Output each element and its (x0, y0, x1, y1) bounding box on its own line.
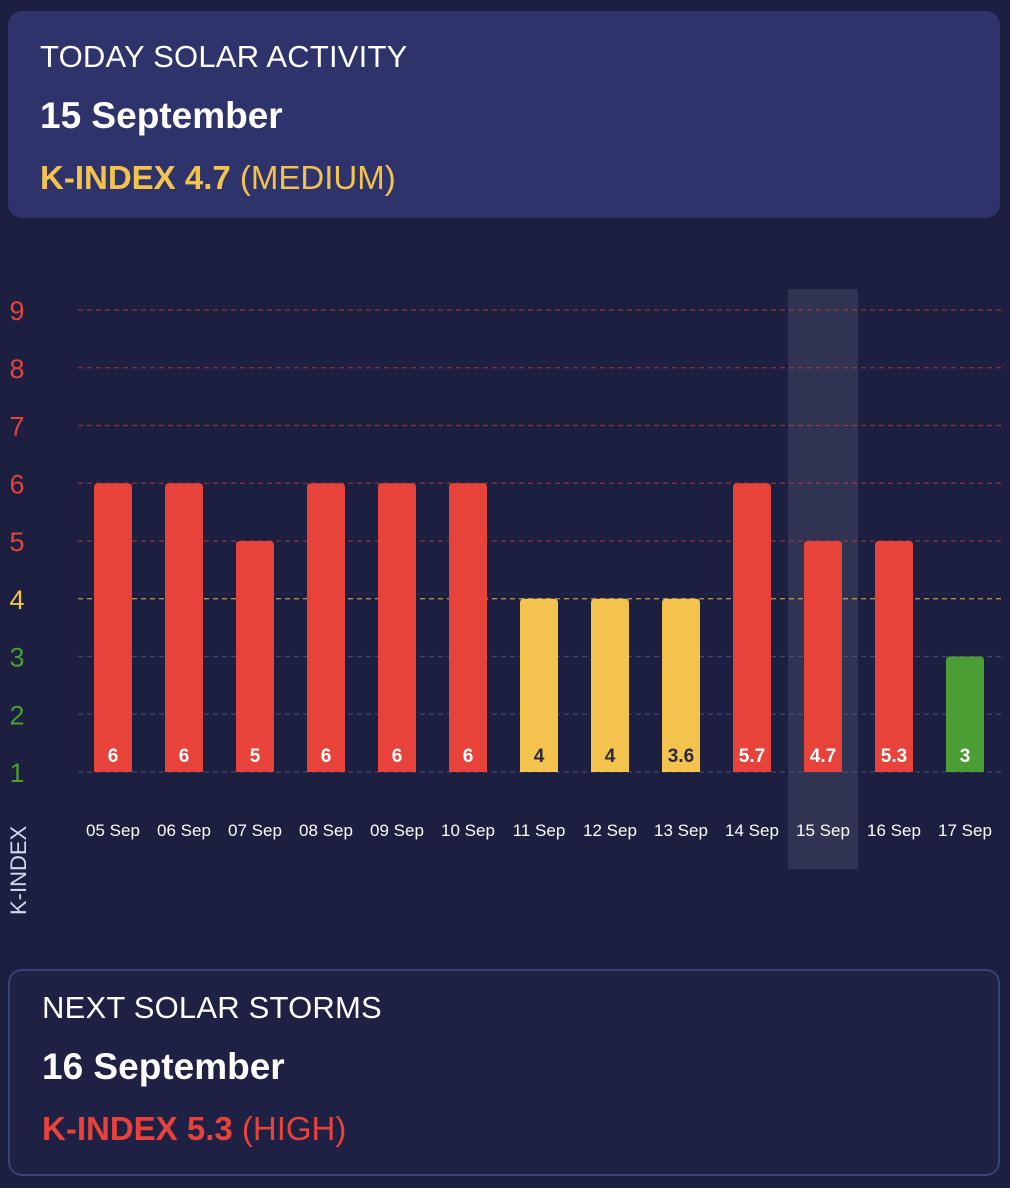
next-heading: NEXT SOLAR STORMS (42, 990, 382, 1025)
x-tick-label: 16 Sep (867, 821, 921, 840)
bar-value-label: 5 (250, 746, 261, 767)
x-tick-label: 10 Sep (441, 821, 495, 840)
bar (520, 598, 558, 772)
y-tick-label: 7 (9, 412, 24, 442)
bar-value-label: 6 (321, 746, 332, 767)
x-tick-label: 05 Sep (86, 821, 140, 840)
next-kindex-line: K-INDEX 5.3 (HIGH) (42, 1112, 966, 1145)
x-tick-label: 09 Sep (370, 821, 424, 840)
bar (946, 656, 984, 772)
bar (875, 541, 913, 772)
kindex-bar-chart: 1 2 3 4 5 6 7 8 9 6 05 Sep 6 06 Sep 5 07 Sep 6 08 Sep 6 09… (6, 289, 1002, 915)
bar (165, 483, 203, 772)
bar (378, 483, 416, 772)
y-tick-label: 3 (9, 643, 24, 673)
bar-value-label: 4 (605, 746, 616, 767)
next-date: 16 September (42, 1046, 285, 1087)
x-tick-label: 08 Sep (299, 821, 353, 840)
bar-value-label: 6 (392, 746, 403, 767)
today-heading: TODAY SOLAR ACTIVITY (40, 39, 408, 74)
y-tick-label: 1 (9, 758, 24, 788)
today-kindex-level: (MEDIUM) (239, 159, 396, 196)
y-tick-label: 8 (9, 354, 24, 384)
bar (591, 598, 629, 772)
y-tick-label: 4 (9, 585, 24, 615)
x-tick-label: 17 Sep (938, 821, 992, 840)
bar (236, 541, 274, 772)
bar (94, 483, 132, 772)
x-tick-label: 11 Sep (513, 821, 566, 840)
next-kindex-value: K-INDEX 5.3 (42, 1110, 233, 1147)
bar (662, 598, 700, 772)
y-tick-label: 6 (9, 469, 24, 499)
y-tick-label: 9 (9, 296, 24, 326)
bar (804, 541, 842, 772)
bar-value-label: 6 (108, 746, 119, 767)
x-tick-label: 12 Sep (583, 821, 637, 840)
today-kindex-value: K-INDEX 4.7 (40, 159, 231, 196)
bar-value-label: 6 (179, 746, 190, 767)
x-tick-label: 13 Sep (654, 821, 708, 840)
bar-value-label: 4.7 (810, 746, 836, 767)
x-tick-label: 15 Sep (796, 821, 850, 840)
next-storms-card: NEXT SOLAR STORMS 16 September K-INDEX 5… (8, 969, 1000, 1176)
today-kindex-line: K-INDEX 4.7 (MEDIUM) (40, 161, 968, 194)
bar-value-label: 3.6 (668, 746, 694, 767)
x-tick-label: 07 Sep (228, 821, 282, 840)
bar-value-label: 5.7 (739, 746, 765, 767)
y-axis-title: K-INDEX (6, 825, 31, 915)
today-activity-card: TODAY SOLAR ACTIVITY 15 September K-INDE… (8, 11, 1000, 218)
bar-value-label: 5.3 (881, 746, 907, 767)
bar-value-label: 3 (960, 746, 971, 767)
bar-value-label: 4 (534, 746, 545, 767)
bar-value-label: 6 (463, 746, 474, 767)
bar (733, 483, 771, 772)
bar (449, 483, 487, 772)
x-tick-label: 14 Sep (725, 821, 779, 840)
y-tick-label: 5 (9, 527, 24, 557)
today-date: 15 September (40, 95, 283, 136)
next-kindex-level: (HIGH) (241, 1110, 347, 1147)
bar (307, 483, 345, 772)
y-tick-label: 2 (9, 700, 24, 730)
x-tick-label: 06 Sep (157, 821, 211, 840)
